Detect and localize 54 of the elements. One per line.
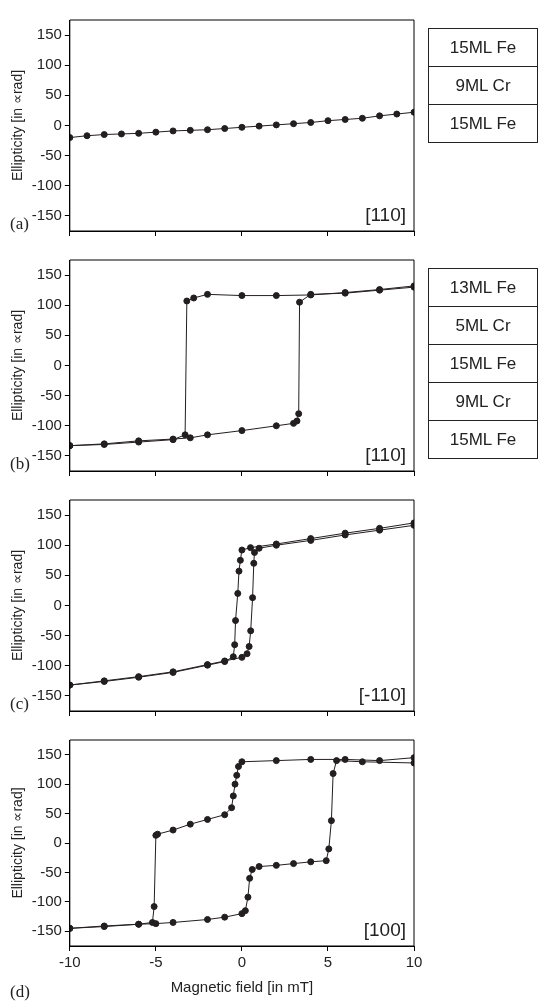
y-tick-label: -100 <box>31 175 62 193</box>
y-tick-label: 50 <box>45 325 62 343</box>
y-tick-label: -150 <box>31 921 62 939</box>
y-tick-label: 150 <box>36 265 62 283</box>
y-tick-label: 100 <box>36 55 62 73</box>
text: 9ML Cr <box>428 382 538 421</box>
y-tick-label: 150 <box>36 25 62 43</box>
y-tick-label: 0 <box>53 355 62 373</box>
text: 15ML Fe <box>428 104 538 143</box>
x-tick-label: 0 <box>237 953 247 971</box>
y-tick-label: -150 <box>31 206 62 224</box>
y-axis-title: Ellipticity [in ∝rad] <box>9 549 26 662</box>
x-tick-label: 10 <box>405 953 423 971</box>
y-tick-label: 0 <box>53 833 62 851</box>
y-tick-label: 50 <box>45 85 62 103</box>
y-tick-label: 100 <box>36 774 62 792</box>
x-tick-label: 5 <box>323 953 333 971</box>
y-tick-label: 100 <box>36 295 62 313</box>
text: 15ML Fe <box>428 28 538 67</box>
text: (d) <box>10 981 30 1001</box>
y-tick-label: -150 <box>31 446 62 464</box>
text: (a) <box>10 213 29 233</box>
annotation: [-110] <box>358 683 406 705</box>
y-axis-title: Ellipticity [in ∝rad] <box>9 787 26 899</box>
y-tick-label: 50 <box>45 565 62 583</box>
y-tick-label: -100 <box>31 892 62 909</box>
y-tick-label: -50 <box>40 385 62 403</box>
y-tick-label: 150 <box>36 505 62 523</box>
annotation: [110] <box>365 203 406 225</box>
y-tick-label: -50 <box>40 862 62 880</box>
y-tick-label: 50 <box>45 803 62 821</box>
y-tick-label: -150 <box>31 686 62 704</box>
y-tick-label: -100 <box>31 415 62 433</box>
text: 13ML Fe <box>428 268 538 307</box>
y-tick-label: -50 <box>40 145 62 163</box>
text: 5ML Cr <box>428 306 538 345</box>
y-tick-label: 0 <box>53 595 62 613</box>
y-axis-title: Ellipticity [in ∝rad] <box>9 69 26 182</box>
text: (b) <box>10 453 30 473</box>
text: (c) <box>10 693 29 713</box>
y-tick-label: 150 <box>36 744 62 762</box>
text: 15ML Fe <box>428 344 538 383</box>
y-axis-title: Ellipticity [in ∝rad] <box>9 309 26 422</box>
y-tick-label: -100 <box>31 655 62 673</box>
x-tick-label: -5 <box>149 953 163 971</box>
x-axis-title: Magnetic field [in mT] <box>170 978 314 996</box>
x-tick-label: -10 <box>58 953 81 971</box>
y-tick-label: 0 <box>53 115 62 133</box>
y-tick-label: -50 <box>40 625 62 643</box>
text: 9ML Cr <box>428 66 538 105</box>
annotation: [100] <box>363 918 406 940</box>
annotation: [110] <box>365 443 406 465</box>
text: 15ML Fe <box>428 420 538 459</box>
y-tick-label: 100 <box>36 535 62 553</box>
